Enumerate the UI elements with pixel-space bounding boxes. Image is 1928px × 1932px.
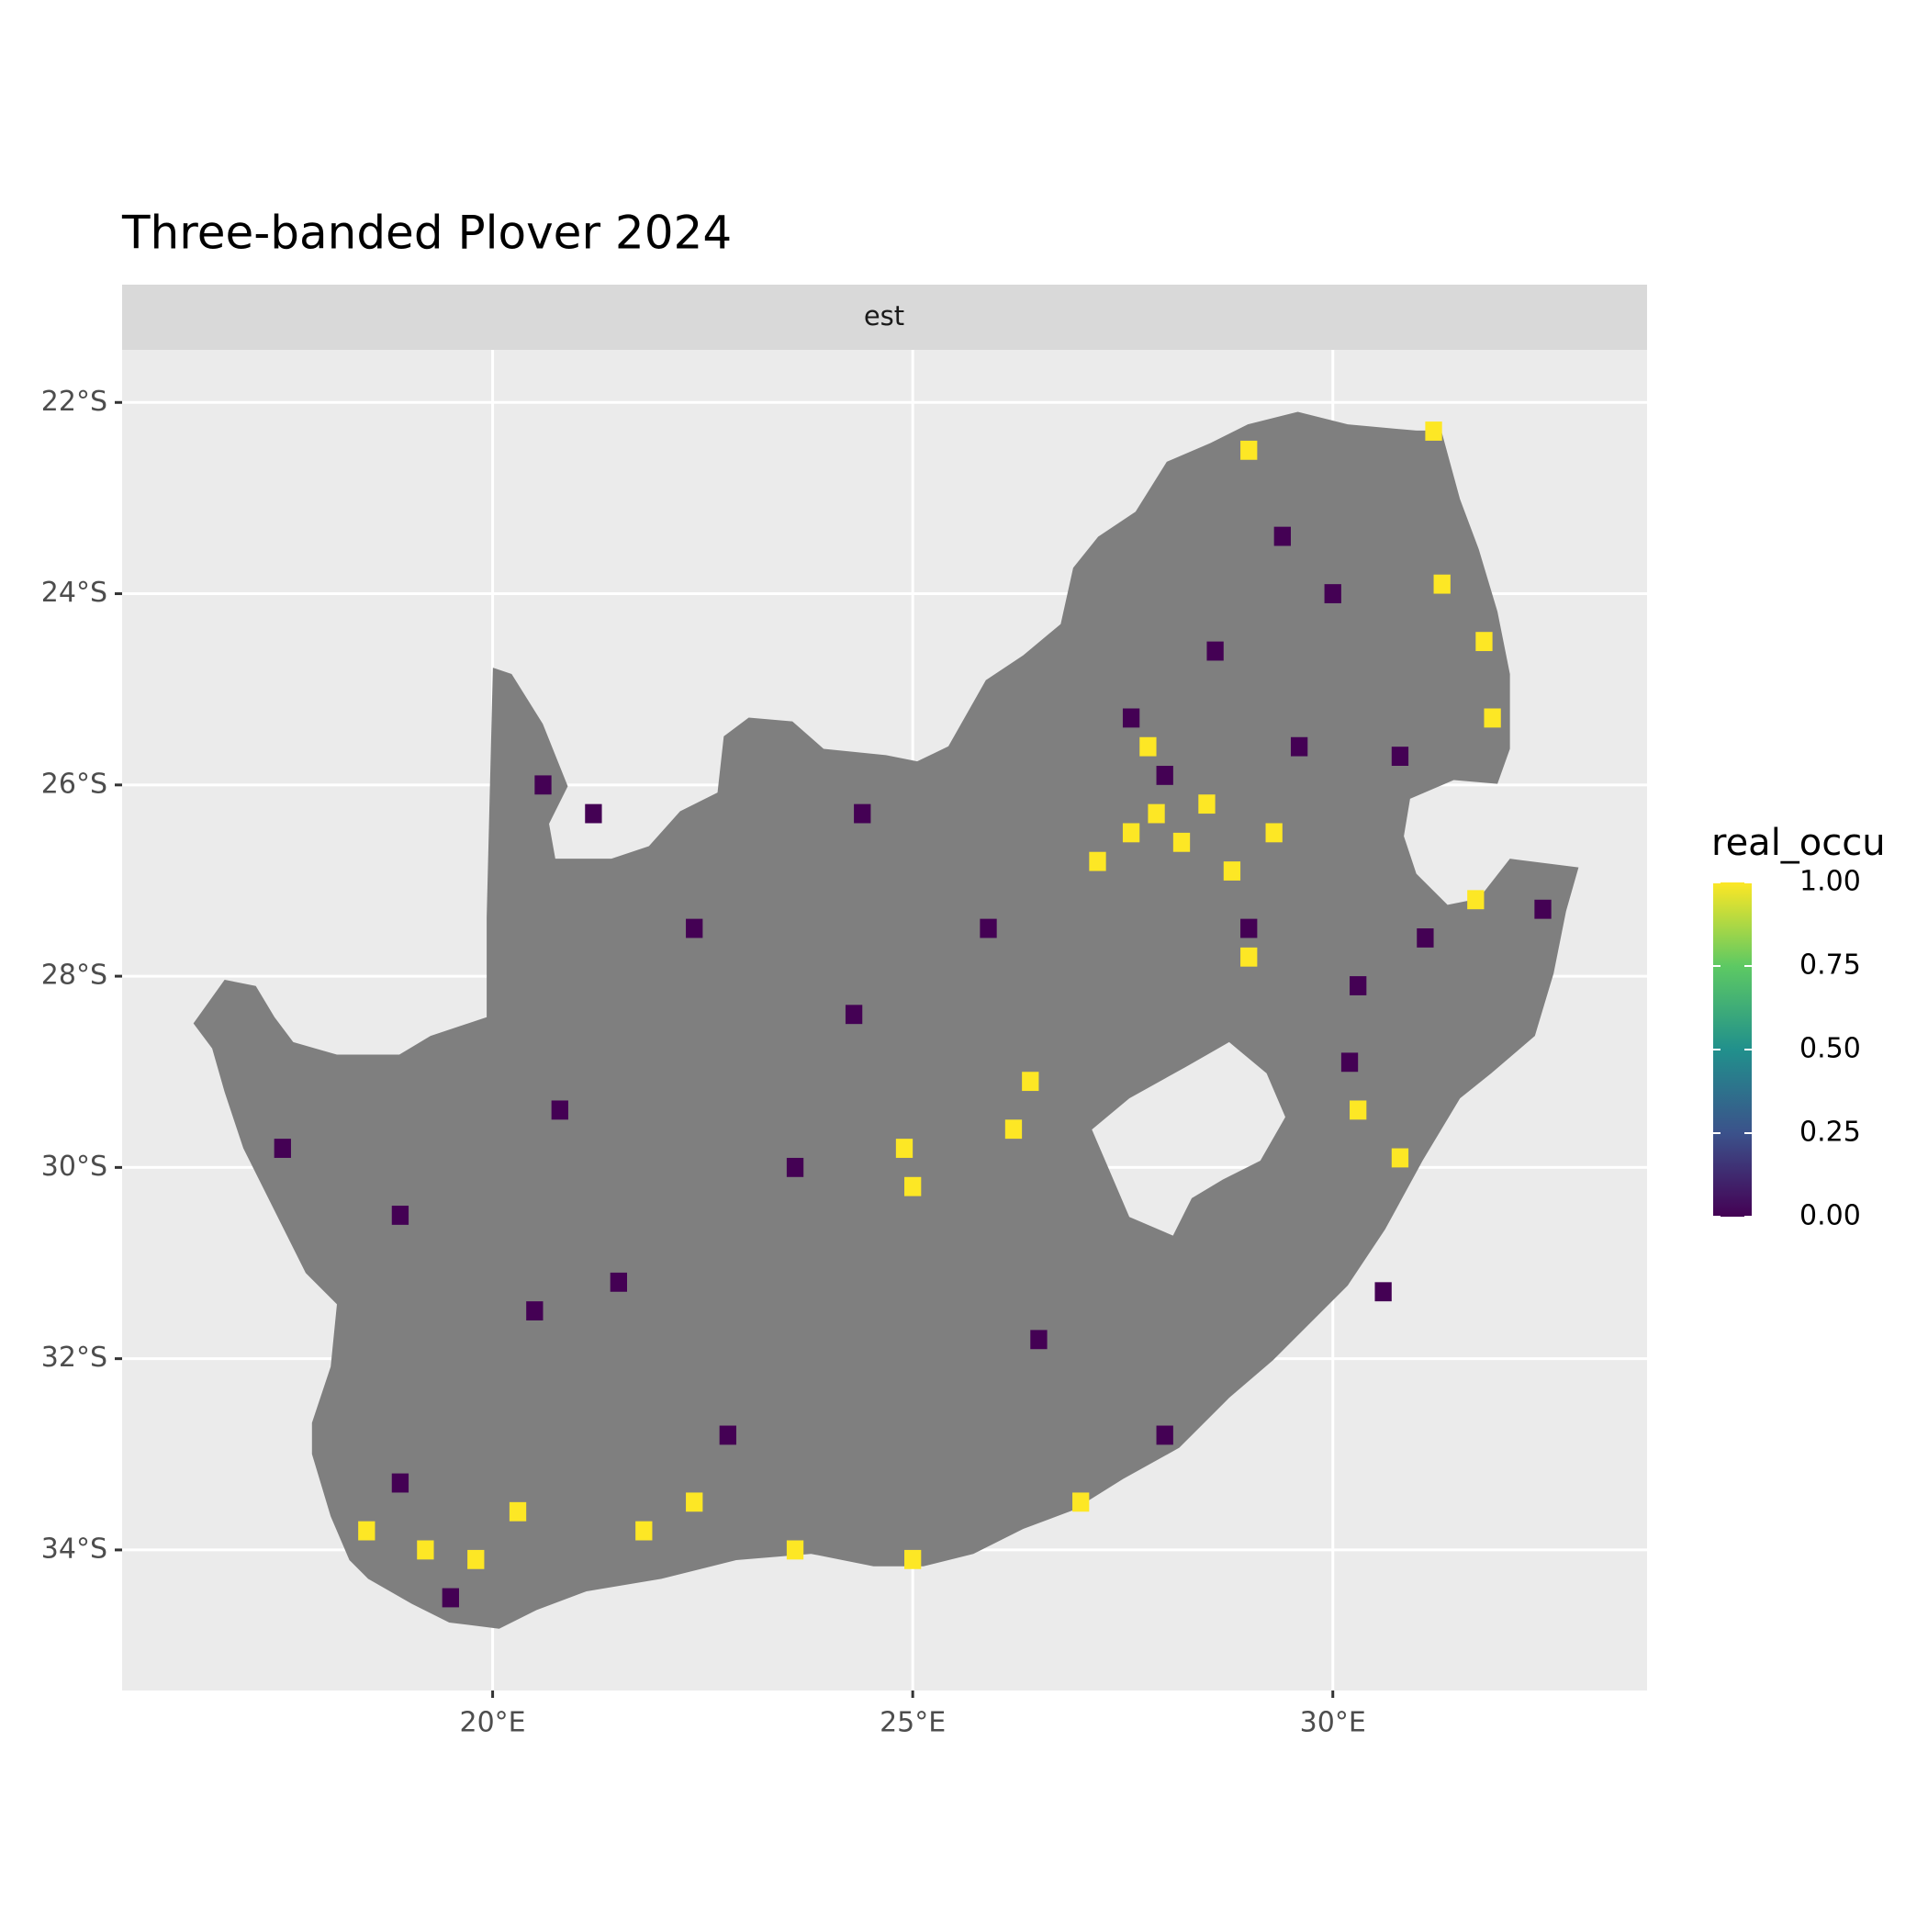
cell <box>1072 1492 1090 1512</box>
cell <box>1484 708 1501 728</box>
cell <box>1417 928 1434 948</box>
cell <box>1534 899 1552 919</box>
cell <box>585 803 602 824</box>
y-tick-label: 24°S <box>41 577 107 609</box>
cell <box>1122 823 1140 843</box>
cell <box>686 918 703 938</box>
colorbar-label: 0.50 <box>1799 1033 1861 1065</box>
cell <box>1265 823 1283 843</box>
cell <box>786 1157 804 1177</box>
cell <box>1350 1100 1367 1120</box>
y-tick-label: 30°S <box>41 1151 107 1183</box>
cell <box>1156 765 1173 785</box>
x-tick-label: 20°E <box>460 1707 526 1739</box>
cell <box>1340 1052 1359 1073</box>
cell <box>551 1100 568 1120</box>
cell <box>1156 1425 1173 1445</box>
facet-label: est <box>864 300 904 331</box>
cell <box>1122 708 1140 728</box>
cell <box>854 803 871 824</box>
cell <box>1433 574 1451 594</box>
cell <box>1022 1072 1039 1092</box>
chart-title: Three-banded Plover 2024 <box>121 207 732 260</box>
cell <box>1475 632 1493 652</box>
y-tick-label: 26°S <box>41 768 107 800</box>
cell <box>895 1139 914 1158</box>
colorbar-label: 0.25 <box>1799 1117 1861 1149</box>
colorbar-label: 0.00 <box>1799 1200 1861 1232</box>
legend: 0.00 0.25 0.50 0.75 1.00 <box>1713 866 1861 1232</box>
cell <box>904 1176 922 1196</box>
axes: 20°E 25°E 30°E 22°S 24°S 26°S 28°S 30°S 32°S 34°S <box>41 386 1366 1739</box>
cell <box>1290 736 1308 757</box>
cell <box>1206 641 1224 661</box>
cell <box>391 1473 409 1493</box>
cell <box>1425 421 1442 441</box>
cell <box>1089 851 1106 871</box>
map-layer <box>193 411 1579 1629</box>
cell <box>1391 1148 1409 1168</box>
cell <box>980 918 997 938</box>
cell <box>786 1540 804 1560</box>
cell <box>534 775 552 795</box>
colorbar-label: 0.75 <box>1799 949 1861 982</box>
cell <box>1240 440 1258 460</box>
cell <box>610 1272 628 1292</box>
cell <box>635 1521 653 1541</box>
cell <box>274 1139 291 1158</box>
y-tick-label: 22°S <box>41 386 107 418</box>
cell <box>1223 861 1241 881</box>
cell <box>1004 1119 1023 1140</box>
cell <box>1030 1330 1048 1350</box>
cell <box>1374 1282 1392 1302</box>
cell <box>509 1501 527 1522</box>
cell <box>467 1549 485 1569</box>
country-land <box>193 411 1579 1629</box>
facet-strip <box>122 285 1647 350</box>
x-tick-label: 25°E <box>880 1707 946 1739</box>
cell <box>904 1549 922 1569</box>
cell <box>1139 736 1157 757</box>
cell <box>845 1005 863 1025</box>
cell <box>1350 976 1367 995</box>
cell <box>1391 747 1409 766</box>
cell <box>1467 890 1485 910</box>
y-tick-label: 32°S <box>41 1342 107 1374</box>
cell <box>719 1425 736 1445</box>
cell <box>417 1540 434 1560</box>
y-tick-label: 34°S <box>41 1533 107 1565</box>
cell <box>1240 947 1258 967</box>
cell <box>1172 832 1191 852</box>
cell <box>1240 918 1258 938</box>
cell <box>526 1301 544 1320</box>
cell <box>442 1588 459 1608</box>
cell <box>1324 584 1341 603</box>
cell <box>1148 803 1165 824</box>
cell <box>686 1492 703 1512</box>
cell <box>358 1521 376 1541</box>
colorbar-label: 1.00 <box>1799 866 1861 898</box>
x-tick-label: 30°E <box>1300 1707 1366 1739</box>
cell <box>391 1206 409 1225</box>
y-tick-label: 28°S <box>41 960 107 992</box>
cells <box>274 421 1552 1608</box>
legend-title: real_occu <box>1711 822 1886 864</box>
cell <box>1273 526 1291 546</box>
cell <box>1198 794 1216 814</box>
